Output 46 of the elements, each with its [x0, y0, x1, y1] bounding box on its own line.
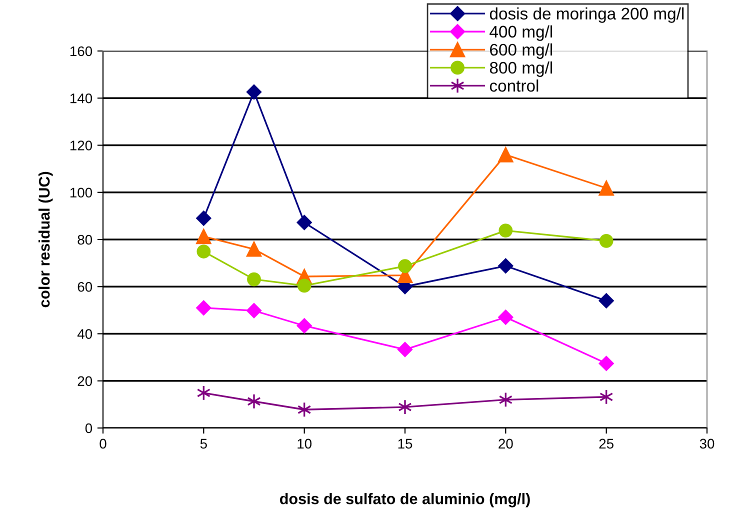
point [247, 272, 261, 286]
point [246, 303, 262, 318]
point [398, 399, 412, 415]
point [196, 228, 212, 244]
point [196, 300, 212, 316]
legend-label: dosis de moringa 200 mg/l [490, 7, 684, 23]
point [598, 293, 614, 308]
point [397, 342, 413, 358]
point [246, 242, 262, 257]
legend-label: 400 mg/l [490, 25, 552, 41]
legend-label: control [490, 79, 538, 92]
point [398, 259, 412, 274]
y-tick-label: 100 [70, 188, 92, 198]
point [498, 147, 514, 162]
x-axis-title: dosis de sulfato de aluminio (mg/l) [280, 493, 530, 508]
x-tick-label: 5 [200, 438, 207, 449]
legend-label: 600 mg/l [490, 43, 552, 59]
point [598, 180, 614, 196]
y-tick-label: 60 [78, 282, 92, 292]
x-tick-label: 25 [599, 438, 614, 449]
y-axis-title: color residual (UC) [38, 172, 53, 308]
x-tick-label: 10 [298, 438, 312, 449]
point [196, 210, 212, 226]
y-tick-label: 40 [77, 329, 92, 339]
y-tick-label: 0 [85, 423, 92, 434]
point [498, 310, 514, 325]
x-tick-label: 20 [498, 438, 513, 449]
point [296, 318, 312, 334]
x-tick-label: 0 [100, 438, 106, 449]
y-tick-label: 160 [70, 46, 92, 56]
y-tick-label: 80 [78, 234, 92, 245]
legend-label: 800 mg/l [490, 61, 552, 77]
point [498, 224, 513, 238]
point [246, 84, 262, 100]
point [599, 234, 614, 248]
point [247, 394, 261, 410]
x-tick-label: 15 [398, 438, 412, 449]
y-tick-label: 20 [78, 376, 92, 386]
y-tick-label: 140 [70, 93, 92, 104]
point [598, 356, 614, 372]
y-tick-label: 120 [70, 140, 92, 150]
point [196, 244, 211, 258]
x-tick-label: 30 [700, 438, 714, 449]
point [296, 214, 312, 230]
point [297, 278, 312, 293]
point [498, 258, 514, 274]
